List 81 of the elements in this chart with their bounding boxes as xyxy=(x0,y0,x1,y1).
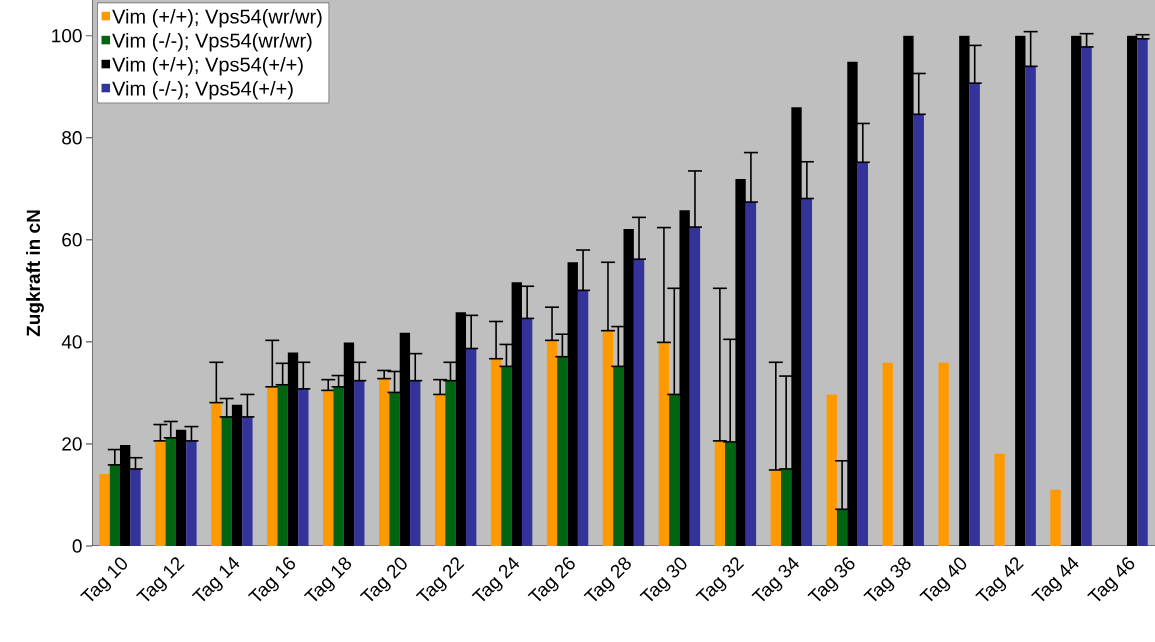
y-tick-label: 60 xyxy=(62,233,82,247)
bar xyxy=(155,440,166,546)
y-tick-label: 100 xyxy=(52,28,82,43)
y-tick-label: 40 xyxy=(61,335,82,349)
bar xyxy=(379,378,390,546)
bar xyxy=(770,469,781,546)
bar xyxy=(689,227,701,546)
bar xyxy=(410,380,421,546)
bar xyxy=(1050,489,1061,546)
legend-label: Vim (+/+); Vps54(+/+) xyxy=(112,56,303,76)
bar xyxy=(333,386,344,546)
bar xyxy=(445,380,456,546)
x-tick-label: Tag 44 xyxy=(1031,556,1079,602)
bar xyxy=(521,318,533,546)
x-tick-label: Tag 10 xyxy=(80,557,127,602)
bar xyxy=(490,358,502,546)
bar xyxy=(557,356,568,546)
bar xyxy=(389,392,400,546)
legend-label: Vim (-/-); Vps54(wr/wr) xyxy=(112,32,312,52)
bar xyxy=(298,388,309,546)
legend-label: Vim (-/-); Vps54(+/+) xyxy=(112,80,293,100)
y-tick-label: 20 xyxy=(62,437,82,451)
bar xyxy=(354,380,365,546)
x-tick-label: Tag 36 xyxy=(807,557,855,602)
x-tick-label: Tag 28 xyxy=(583,557,631,602)
bar xyxy=(501,366,512,546)
x-tick-label: Tag 18 xyxy=(303,557,352,602)
bar xyxy=(633,259,645,546)
x-tick-label: Tag 12 xyxy=(136,557,185,602)
bar xyxy=(186,440,197,546)
x-tick-label: Tag 24 xyxy=(471,556,520,602)
bar xyxy=(323,390,334,546)
bar xyxy=(714,440,726,546)
bar xyxy=(913,114,924,546)
bar xyxy=(725,441,736,546)
bar xyxy=(602,330,614,546)
bar xyxy=(221,416,232,546)
bar xyxy=(826,394,837,546)
bar xyxy=(994,453,1005,546)
bar xyxy=(109,464,120,546)
bar xyxy=(546,340,558,546)
bar xyxy=(882,362,893,546)
x-tick-label: Tag 46 xyxy=(1087,557,1135,602)
x-tick-label: Tag 38 xyxy=(863,557,911,602)
x-tick-label: Tag 30 xyxy=(639,557,687,602)
x-tick-label: Tag 42 xyxy=(975,557,1024,602)
bar xyxy=(857,162,868,546)
bar xyxy=(613,366,624,546)
bar xyxy=(267,386,278,546)
legend-label: Vim (+/+); Vps54(wr/wr) xyxy=(112,8,322,28)
bar xyxy=(969,83,980,546)
bar xyxy=(165,437,176,546)
x-tick-label: Tag 40 xyxy=(919,557,967,602)
y-axis-title: Zugkraft in cN xyxy=(26,210,44,337)
bar xyxy=(780,468,792,546)
bar xyxy=(1025,66,1036,546)
bar xyxy=(130,468,141,546)
x-tick-label: Tag 26 xyxy=(527,557,575,602)
bar xyxy=(99,474,110,546)
y-tick-label: 0 xyxy=(72,539,82,553)
x-tick-label: Tag 20 xyxy=(359,557,407,602)
x-tick-label: Tag 14 xyxy=(191,556,240,602)
y-tick-label: 80 xyxy=(62,131,82,145)
bar xyxy=(658,342,670,546)
bar xyxy=(577,290,589,546)
bar xyxy=(277,384,288,546)
x-tick-label: Tag 32 xyxy=(695,557,745,602)
bar xyxy=(938,362,949,546)
bar xyxy=(242,416,253,546)
bar xyxy=(836,509,848,546)
x-tick-label: Tag 16 xyxy=(247,557,296,602)
x-tick-label: Tag 22 xyxy=(415,557,465,602)
bar xyxy=(745,202,757,546)
bar xyxy=(1137,38,1148,546)
bar xyxy=(211,402,222,546)
bar xyxy=(434,394,446,546)
bar xyxy=(669,394,680,546)
bar xyxy=(1081,46,1092,546)
x-tick-label: Tag 34 xyxy=(751,556,799,602)
bar xyxy=(801,198,813,546)
bar xyxy=(466,348,477,546)
